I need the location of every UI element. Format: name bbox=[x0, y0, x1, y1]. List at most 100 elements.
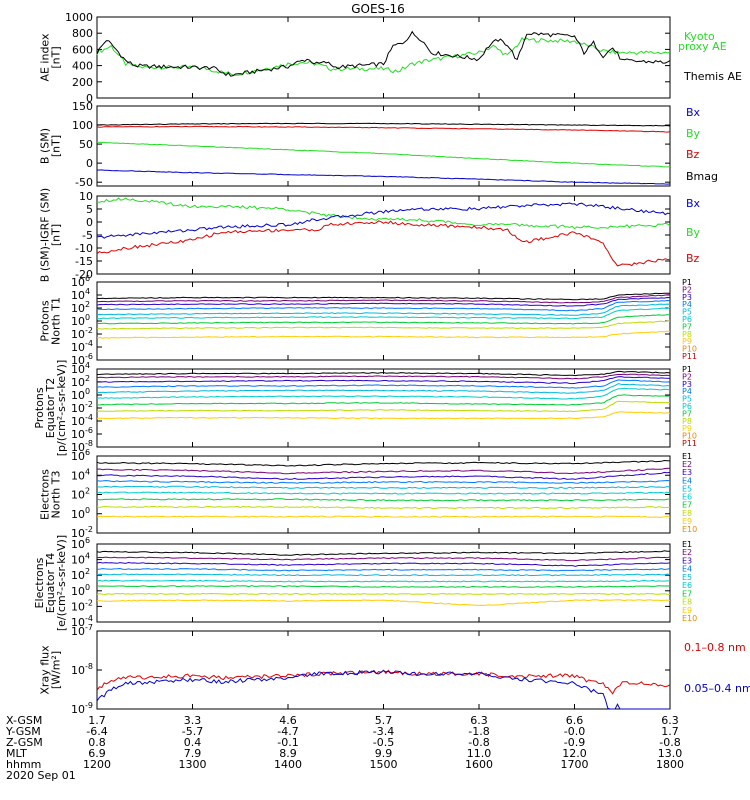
footer-row-value: -0.8 bbox=[659, 736, 680, 749]
footer-row-value: 11.0 bbox=[467, 747, 492, 760]
y-tick-exponent: 4 bbox=[85, 467, 90, 476]
y-axis-label: Equator T4 bbox=[44, 553, 57, 613]
legend-entry: Kyoto bbox=[684, 30, 715, 43]
series-line bbox=[96, 36, 671, 76]
y-tick-label: 10 bbox=[71, 389, 85, 402]
channel-line bbox=[96, 491, 671, 495]
y-tick-label: 10 bbox=[71, 341, 85, 354]
y-tick-label: 10 bbox=[71, 363, 85, 376]
y-tick-label: 10 bbox=[71, 538, 85, 551]
channel-line bbox=[96, 411, 671, 420]
legend-entry: 0.05–0.4 nm bbox=[684, 682, 750, 695]
y-tick-label: 10 bbox=[71, 450, 85, 463]
channel-line bbox=[96, 561, 671, 567]
channel-legend-label: E6 bbox=[682, 581, 692, 590]
series-line bbox=[96, 125, 671, 133]
y-tick-label: 200 bbox=[72, 76, 93, 89]
y-tick-label: 800 bbox=[72, 27, 93, 40]
footer-row-value: 13.0 bbox=[658, 747, 683, 760]
channel-legend-label: P11 bbox=[682, 352, 697, 361]
channel-legend-label: P7 bbox=[682, 409, 692, 418]
y-tick-label: 100 bbox=[72, 119, 93, 132]
y-tick-label: 5 bbox=[86, 203, 93, 216]
panel-frame bbox=[96, 195, 671, 275]
y-tick-label: 10 bbox=[71, 289, 85, 302]
channel-line bbox=[96, 387, 671, 400]
y-axis-label: B (SM)-IGRF (SM) bbox=[39, 188, 52, 282]
footer-row-value: 6.3 bbox=[470, 714, 488, 727]
channel-line bbox=[96, 585, 671, 588]
footer-row-value: -0.8 bbox=[468, 736, 489, 749]
y-tick-exponent: -2 bbox=[85, 598, 93, 607]
channel-legend-label: P2 bbox=[682, 285, 692, 294]
y-tick-label: 10 bbox=[71, 441, 85, 454]
channel-line bbox=[96, 296, 671, 307]
series-line bbox=[96, 220, 671, 267]
channel-line bbox=[96, 307, 671, 320]
y-tick-label: 10 bbox=[71, 616, 85, 629]
footer-row-value: 1700 bbox=[561, 758, 589, 771]
legend-entry: Bx bbox=[686, 197, 701, 210]
y-tick-exponent: 2 bbox=[85, 487, 90, 496]
channel-legend-label: P6 bbox=[682, 315, 692, 324]
channel-legend-label: E1 bbox=[682, 540, 692, 549]
channel-legend-label: E8 bbox=[682, 509, 692, 518]
panel-2: -50 0 50 100 150 B (SM)[nT] Bx By Bz Bmag bbox=[39, 100, 719, 189]
y-tick-label: 10 bbox=[71, 664, 85, 677]
y-tick-label: 10 bbox=[71, 625, 85, 638]
y-tick-exponent: -2 bbox=[85, 400, 93, 409]
channel-line bbox=[96, 383, 671, 394]
channel-legend-label: E6 bbox=[682, 493, 692, 502]
y-axis-label: North T1 bbox=[50, 297, 63, 345]
channel-legend-label: E3 bbox=[682, 556, 692, 565]
y-tick-exponent: -2 bbox=[85, 525, 93, 534]
footer-row-value: 6.9 bbox=[88, 747, 106, 760]
y-tick-exponent: 2 bbox=[85, 567, 90, 576]
legend-entry: Bx bbox=[686, 106, 701, 119]
y-tick-label: 10 bbox=[71, 527, 85, 540]
footer-row-value: 9.9 bbox=[375, 747, 393, 760]
channel-line bbox=[96, 467, 671, 475]
channel-legend-label: E10 bbox=[682, 525, 697, 534]
y-tick-label: 0 bbox=[86, 216, 93, 229]
channel-line bbox=[96, 379, 671, 389]
y-axis-label: Protons bbox=[39, 300, 52, 341]
y-tick-exponent: -4 bbox=[85, 413, 93, 422]
channel-legend-label: P7 bbox=[682, 322, 692, 331]
y-tick-label: 10 bbox=[71, 508, 85, 521]
legend-entry: By bbox=[686, 127, 701, 140]
legend-entry: Bz bbox=[686, 148, 700, 161]
y-tick-exponent: -6 bbox=[85, 426, 93, 435]
y-tick-exponent: 4 bbox=[85, 287, 90, 296]
y-tick-exponent: -2 bbox=[85, 326, 93, 335]
y-tick-exponent: 6 bbox=[85, 536, 90, 545]
footer-row-label: Y-GSM bbox=[5, 725, 41, 738]
footer-row-value: 1.7 bbox=[88, 714, 106, 727]
footer-date: 2020 Sep 01 bbox=[6, 769, 76, 782]
channel-line bbox=[96, 592, 671, 595]
channel-line bbox=[96, 303, 671, 316]
legend-entry: 0.1–0.8 nm bbox=[684, 641, 746, 654]
footer-row-value: -0.5 bbox=[373, 736, 394, 749]
plot-title: GOES-16 bbox=[351, 2, 405, 16]
channel-legend-label: E9 bbox=[682, 517, 692, 526]
channel-line bbox=[96, 498, 671, 502]
channel-line bbox=[96, 556, 671, 562]
panel-frame bbox=[96, 281, 671, 361]
y-axis-label: Electrons bbox=[33, 557, 46, 608]
channel-line bbox=[96, 299, 671, 312]
y-tick-label: 10 bbox=[71, 415, 85, 428]
y-tick-label: 10 bbox=[71, 554, 85, 567]
channel-line bbox=[96, 579, 670, 583]
y-tick-exponent: 2 bbox=[85, 300, 90, 309]
series-line bbox=[96, 141, 671, 168]
y-tick-exponent: -9 bbox=[85, 701, 93, 710]
y-tick-label: 400 bbox=[72, 60, 93, 73]
y-tick-label: 10 bbox=[79, 190, 93, 203]
channel-legend-label: E2 bbox=[682, 548, 692, 557]
y-axis-label: Xray flux bbox=[39, 645, 52, 695]
channel-line bbox=[96, 400, 670, 413]
y-tick-exponent: -8 bbox=[85, 439, 93, 448]
channel-line bbox=[97, 376, 671, 385]
